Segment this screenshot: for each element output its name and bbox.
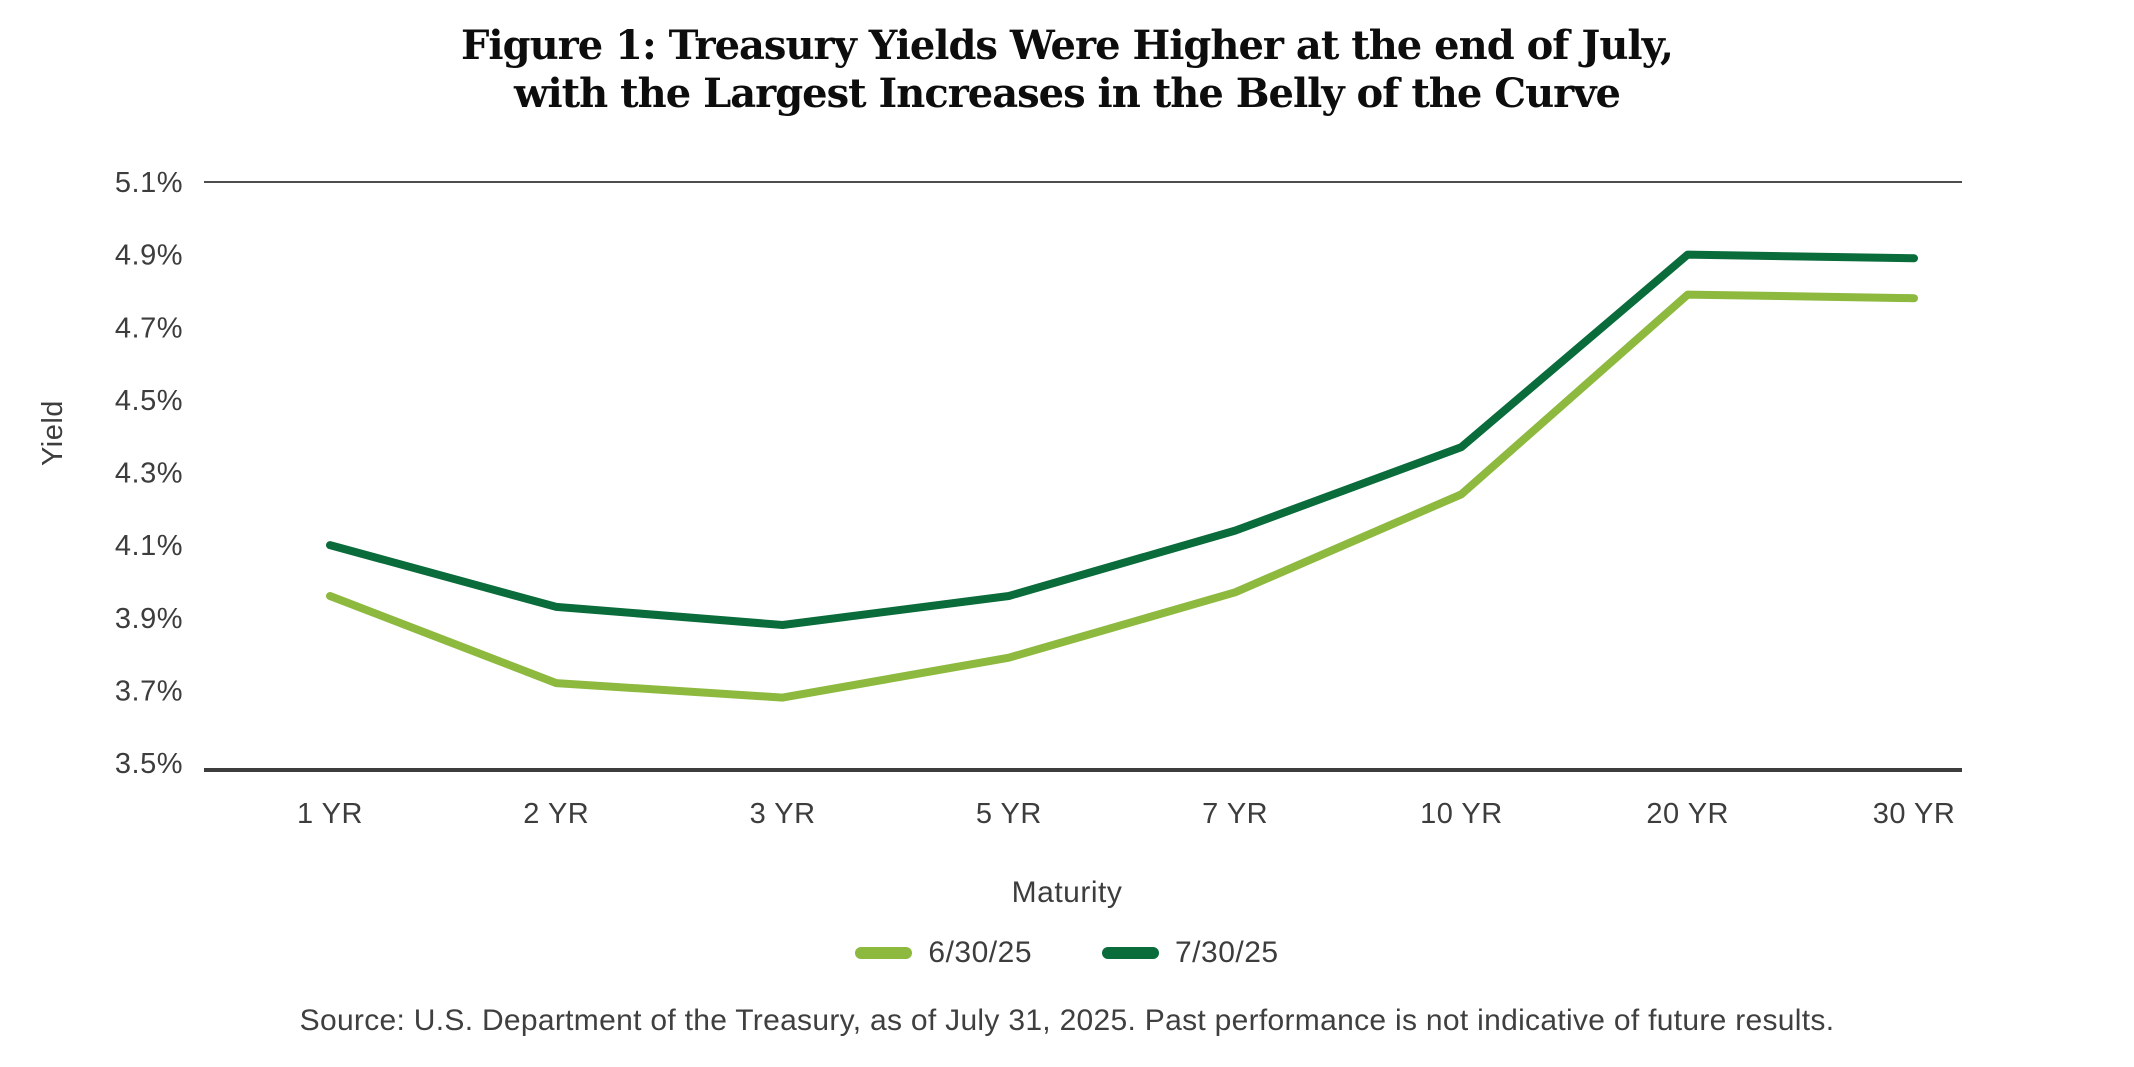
series-swatch-june-icon — [855, 947, 913, 959]
x-tick-label: 10 YR — [1420, 798, 1503, 830]
series-line-7-30-25 — [326, 250, 1918, 629]
x-tick-label: 5 YR — [976, 798, 1042, 830]
source-note: Source: U.S. Department of the Treasury,… — [299, 1004, 1835, 1037]
x-tick-label: 2 YR — [523, 798, 589, 830]
x-tick-label: 3 YR — [750, 798, 816, 830]
legend-label-july: 7/30/25 — [1175, 936, 1279, 969]
y-tick-label: 4.3% — [115, 458, 183, 490]
series-line-6-30-25 — [326, 290, 1918, 702]
series-swatch-july-icon — [1102, 947, 1159, 959]
legend-label-june: 6/30/25 — [928, 936, 1032, 969]
y-tick-label: 4.7% — [115, 312, 183, 344]
y-tick-label: 5.1% — [115, 167, 183, 199]
y-tick-label: 4.1% — [115, 530, 183, 562]
legend-item-july: 7/30/25 — [1102, 936, 1279, 970]
x-tick-label: 20 YR — [1646, 798, 1729, 830]
x-tick-label: 30 YR — [1873, 798, 1956, 830]
chart-title-line-1: Figure 1: Treasury Yields Were Higher at… — [461, 22, 1674, 69]
y-tick-label: 3.7% — [115, 675, 183, 707]
x-axis-title: Maturity — [1011, 876, 1123, 909]
y-axis-title: Yield — [37, 400, 69, 466]
chart-title-line-2: with the Largest Increases in the Belly … — [514, 70, 1621, 117]
x-tick-label: 1 YR — [297, 798, 363, 830]
y-tick-label: 4.5% — [115, 385, 183, 417]
y-tick-label: 4.9% — [115, 240, 183, 272]
x-tick-label: 7 YR — [1202, 798, 1268, 830]
y-tick-label: 3.5% — [115, 748, 183, 780]
legend-item-june: 6/30/25 — [855, 936, 1032, 970]
chart-title: Figure 1: Treasury Yields Were Higher at… — [0, 22, 2134, 118]
legend: 6/30/25 7/30/25 — [0, 936, 2134, 970]
y-tick-label: 3.9% — [115, 603, 183, 635]
